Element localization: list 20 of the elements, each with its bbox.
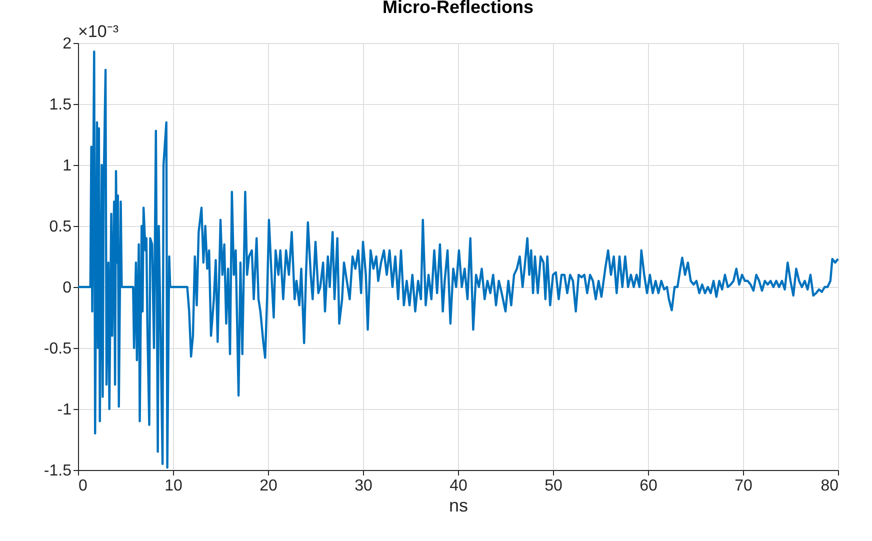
y-tick-label: 1.5: [49, 96, 72, 114]
y-tick-label: -1.5: [44, 462, 72, 480]
chart-title: Micro-Reflections: [382, 0, 534, 17]
y-tick-label: 1: [62, 158, 72, 174]
x-tick-label: 0: [78, 478, 88, 494]
y-tick-label: -1: [57, 402, 72, 418]
x-tick-label: 70: [734, 478, 752, 494]
x-axis-title: ns: [448, 496, 468, 516]
y-tick-label: 2: [62, 36, 72, 52]
x-tick-label: 80: [820, 478, 839, 494]
x-tick-label: 40: [450, 478, 468, 494]
x-tick-label: 60: [640, 478, 658, 494]
x-tick-label: 10: [164, 478, 182, 494]
x-tick-label: 20: [260, 478, 278, 494]
text: ×10⁻³: [78, 22, 119, 41]
y-tick-label: 0.5: [49, 218, 72, 236]
y-tick-label: 0: [62, 280, 72, 296]
x-tick-label: 30: [354, 478, 372, 494]
y-tick-label: -0.5: [44, 340, 72, 358]
x-tick-label: 50: [544, 478, 562, 494]
